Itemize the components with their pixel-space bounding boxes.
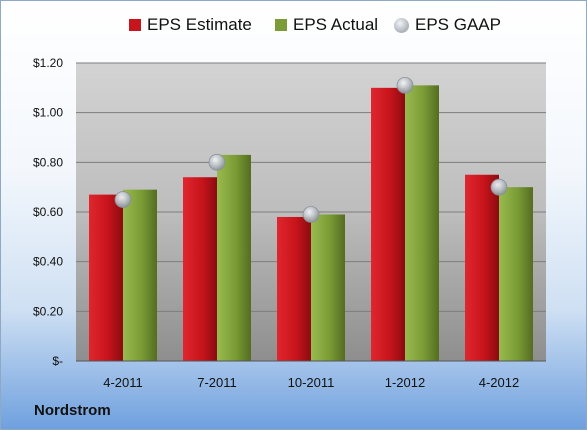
point-eps-gaap [490, 178, 508, 196]
y-tick-label: $0.80 [33, 155, 63, 169]
legend-label-estimate: EPS Estimate [147, 15, 252, 34]
point-eps-gaap [302, 206, 320, 223]
legend: EPS Estimate EPS Actual EPS GAAP [1, 15, 586, 45]
x-tick-label: 1-2012 [385, 375, 425, 390]
x-tick-label: 7-2011 [197, 375, 237, 390]
y-tick-label: $0.40 [33, 255, 63, 269]
y-tick-label: $- [52, 354, 63, 368]
x-tick-label: 4-2012 [479, 375, 519, 390]
x-tick-label: 10-2011 [288, 375, 335, 390]
y-tick-label: $0.60 [33, 205, 63, 219]
legend-label-gaap: EPS GAAP [415, 15, 501, 34]
bar-eps-estimate [371, 87, 405, 361]
point-eps-gaap [396, 76, 414, 94]
legend-label-actual: EPS Actual [293, 15, 379, 34]
bar-eps-actual [311, 214, 345, 361]
bar-eps-estimate [89, 194, 123, 361]
y-tick-label: $0.20 [33, 304, 63, 318]
point-eps-gaap [114, 191, 132, 208]
legend-swatch-estimate [129, 19, 141, 31]
bar-eps-actual [217, 154, 251, 361]
legend-item-estimate: EPS Estimate [129, 15, 252, 35]
bar-eps-actual [123, 189, 157, 361]
y-tick-label: $1.00 [33, 106, 63, 120]
bar-eps-estimate [277, 216, 311, 361]
legend-item-actual: EPS Actual [275, 15, 378, 35]
legend-swatch-actual [275, 19, 287, 31]
legend-marker-gaap [394, 17, 409, 33]
bar-eps-estimate [465, 174, 499, 361]
bar-eps-actual [405, 85, 439, 361]
x-tick-label: 4-2011 [103, 375, 143, 390]
bar-eps-actual [499, 187, 533, 361]
bar-eps-estimate [183, 177, 217, 361]
legend-item-gaap: EPS GAAP [394, 15, 501, 35]
y-tick-label: $1.20 [33, 56, 63, 70]
brand-label: Nordstrom [34, 402, 111, 419]
point-eps-gaap [208, 153, 226, 171]
